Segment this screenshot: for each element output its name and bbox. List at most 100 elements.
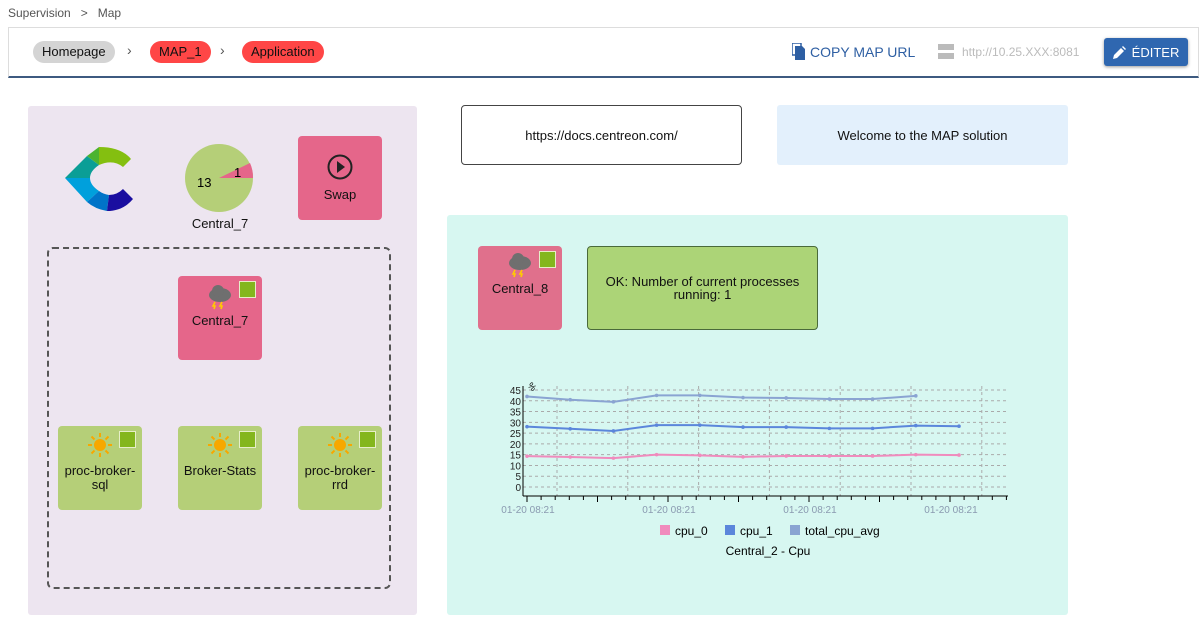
data-point-cpu_1 xyxy=(741,425,745,429)
storm-cloud-icon xyxy=(209,285,231,310)
data-point-cpu_1 xyxy=(525,424,529,429)
y-axis-label: % xyxy=(526,380,539,393)
pie-value-ok: 13 xyxy=(197,175,211,190)
service-widget[interactable]: Broker-Stats xyxy=(178,426,262,510)
legend-swatch-cpu_0 xyxy=(660,525,670,535)
url-link-widget[interactable]: https://docs.centreon.com/ xyxy=(461,105,742,165)
data-point-cpu_0 xyxy=(827,454,832,458)
y-tick-label: 5 xyxy=(515,472,521,483)
play-circle-icon xyxy=(327,154,353,180)
pie-value-critical: 1 xyxy=(234,165,241,180)
swap-widget[interactable]: Swap xyxy=(298,136,382,220)
map-toolbar: Homepage › MAP_1 › Application COPY MAP … xyxy=(8,27,1199,78)
pie-slice-critical xyxy=(219,163,254,178)
data-point-cpu_1 xyxy=(568,427,572,431)
sun-icon xyxy=(88,433,112,457)
sun-icon xyxy=(208,433,232,457)
status-square xyxy=(239,281,256,298)
chevron-right-icon: › xyxy=(127,42,132,58)
path-homepage[interactable]: Homepage xyxy=(33,41,115,63)
server-url-text: http://10.25.XXX:8081 xyxy=(962,44,1080,59)
path-map-1[interactable]: MAP_1 xyxy=(150,41,211,63)
y-tick-label: 10 xyxy=(510,461,522,472)
dashed-container xyxy=(47,247,391,589)
data-point-cpu_0 xyxy=(654,452,659,457)
data-point-cpu_1 xyxy=(611,429,616,433)
y-tick-label: 30 xyxy=(510,418,522,429)
host-label: Central_8 xyxy=(491,281,549,296)
data-point-cpu_0 xyxy=(784,454,788,458)
data-point-total_cpu_avg xyxy=(827,397,832,401)
y-tick-label: 45 xyxy=(510,386,522,397)
y-tick-label: 35 xyxy=(510,408,522,419)
x-tick-label: 01-20 08:21 xyxy=(924,505,978,516)
data-point-cpu_1 xyxy=(698,423,702,427)
x-tick-label: 01-20 08:21 xyxy=(501,505,555,516)
data-point-cpu_0 xyxy=(568,455,572,459)
data-point-cpu_0 xyxy=(870,454,875,458)
copy-map-url-button[interactable]: COPY MAP URL xyxy=(792,43,915,60)
service-widget[interactable]: proc-broker-rrd xyxy=(298,426,382,510)
data-point-total_cpu_avg xyxy=(914,394,918,398)
data-point-cpu_0 xyxy=(957,453,961,457)
legend-swatch-cpu_1 xyxy=(725,525,735,535)
server-url: http://10.25.XXX:8081 xyxy=(938,44,1079,59)
service-output-widget: OK: Number of current processes running:… xyxy=(587,246,818,330)
data-point-total_cpu_avg xyxy=(784,396,788,400)
pie-chart: 13 1 xyxy=(185,144,254,212)
data-point-total_cpu_avg xyxy=(741,395,745,400)
data-point-cpu_0 xyxy=(914,452,918,457)
legend-label-cpu_1: cpu_1 xyxy=(740,524,773,538)
data-point-cpu_0 xyxy=(698,453,702,458)
server-icon xyxy=(938,44,954,59)
service-label: proc-broker-rrd xyxy=(304,463,376,492)
breadcrumb: Supervision > Map xyxy=(8,6,121,20)
status-square xyxy=(539,251,556,268)
data-point-cpu_1 xyxy=(957,424,961,429)
legend-label-cpu_0: cpu_0 xyxy=(675,524,708,538)
series-line-total_cpu_avg xyxy=(526,394,916,403)
edit-label: ÉDITER xyxy=(1131,44,1180,60)
y-tick-label: 20 xyxy=(510,440,522,451)
edit-button[interactable]: ÉDITER xyxy=(1104,38,1188,66)
copy-icon xyxy=(792,43,805,60)
data-point-cpu_1 xyxy=(914,423,918,428)
welcome-text-widget: Welcome to the MAP solution xyxy=(777,105,1068,165)
x-tick-label: 01-20 08:21 xyxy=(642,505,696,516)
breadcrumb-map[interactable]: Map xyxy=(97,6,122,20)
host-widget-central-7[interactable]: Central_7 xyxy=(178,276,262,360)
data-point-total_cpu_avg xyxy=(568,397,572,402)
breadcrumb-supervision[interactable]: Supervision xyxy=(8,6,71,20)
breadcrumb-separator: > xyxy=(80,6,88,20)
legend-swatch-total_cpu_avg xyxy=(790,525,800,535)
data-point-cpu_1 xyxy=(870,426,875,431)
y-tick-label: 0 xyxy=(515,483,521,494)
host-widget-central-8[interactable]: Central_8 xyxy=(478,246,562,330)
service-label: proc-broker-sql xyxy=(64,463,136,492)
sun-icon xyxy=(328,433,352,457)
data-point-total_cpu_avg xyxy=(611,400,616,404)
status-square xyxy=(359,431,376,448)
data-point-cpu_1 xyxy=(827,426,832,431)
pie-label: Central_7 xyxy=(191,216,249,231)
data-point-cpu_0 xyxy=(741,455,745,459)
data-point-cpu_0 xyxy=(525,454,529,458)
data-point-total_cpu_avg xyxy=(698,393,702,398)
host-label: Central_7 xyxy=(191,313,249,328)
data-point-total_cpu_avg xyxy=(870,397,875,401)
y-tick-label: 15 xyxy=(510,451,522,462)
data-point-cpu_0 xyxy=(611,456,616,460)
data-point-cpu_1 xyxy=(654,423,659,427)
x-tick-label: 01-20 08:21 xyxy=(783,505,837,516)
status-square xyxy=(239,431,256,448)
pencil-icon xyxy=(1112,45,1126,59)
copy-map-url-label: COPY MAP URL xyxy=(810,43,916,60)
centreon-logo xyxy=(65,147,133,211)
swap-label: Swap xyxy=(323,187,357,202)
data-point-total_cpu_avg xyxy=(525,394,529,399)
path-application[interactable]: Application xyxy=(242,41,324,63)
status-square xyxy=(119,431,136,448)
service-widget[interactable]: proc-broker-sql xyxy=(58,426,142,510)
data-point-cpu_1 xyxy=(784,425,788,429)
